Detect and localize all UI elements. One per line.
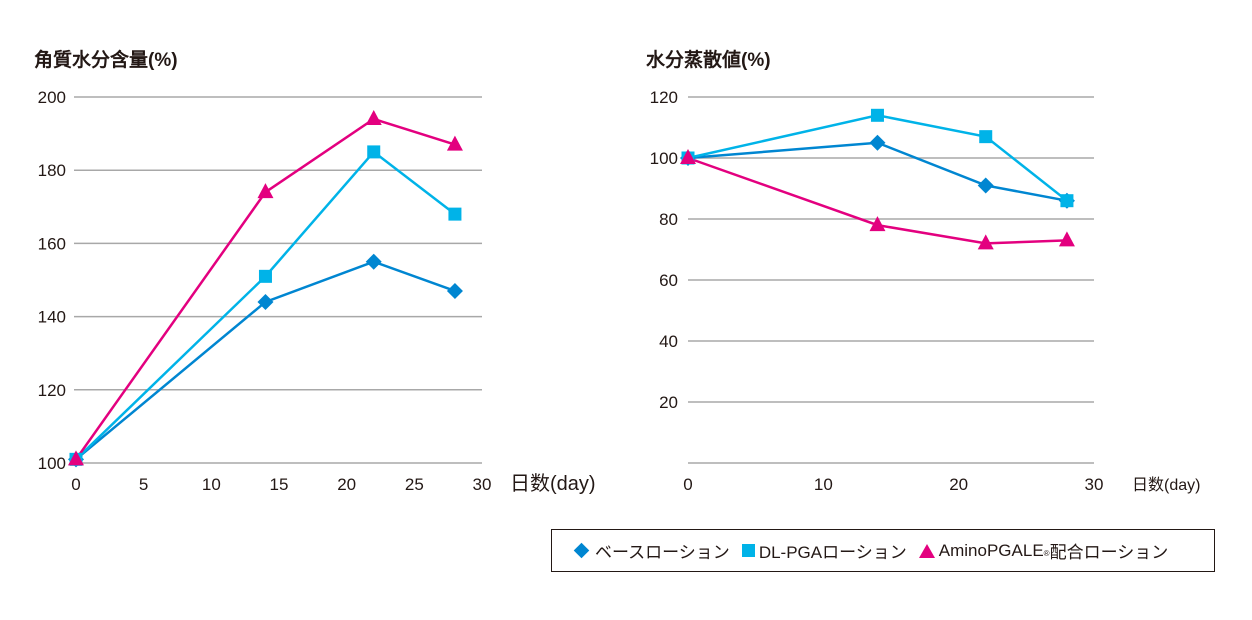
legend-item-aminopgale-lotion: AminoPGALE ® 配合ローション [918, 538, 1169, 563]
y-tick-label: 100 [650, 149, 678, 168]
right-chart-title: 水分蒸散値(%) [646, 48, 771, 71]
legend-label: ベースローション [595, 543, 730, 562]
x-tick-label: 25 [405, 475, 424, 494]
y-tick-label: 20 [659, 393, 678, 412]
left-chart-x-label: 日数(day) [510, 472, 596, 495]
diamond-marker [977, 177, 994, 194]
x-tick-label: 20 [337, 475, 356, 494]
diamond-marker [446, 282, 463, 299]
series-line [687, 141, 1068, 202]
x-tick-label: 0 [71, 475, 80, 494]
triangle-marker [680, 149, 696, 164]
triangle-marker-icon [918, 543, 935, 558]
x-tick-label: 10 [202, 475, 221, 494]
square-marker [367, 145, 381, 159]
x-tick-label: 10 [814, 475, 833, 494]
y-tick-label: 100 [38, 454, 66, 473]
diamond-marker [257, 293, 274, 310]
x-tick-label: 5 [139, 475, 148, 494]
y-tick-label: 80 [659, 210, 678, 229]
y-tick-label: 140 [38, 308, 66, 327]
y-tick-label: 120 [650, 88, 678, 107]
y-tick-label: 60 [659, 271, 678, 290]
left-chart-skin-moisture: 角質水分含量(%) 100 120 140 160 180 200 0 5 10 15 20 25 3… [34, 48, 596, 495]
x-tick-label: 30 [1085, 475, 1104, 494]
square-marker [870, 108, 884, 122]
series-line [74, 117, 456, 461]
series-line [75, 260, 456, 461]
triangle-marker [446, 135, 463, 151]
square-marker [979, 130, 993, 144]
triangle-marker [1058, 231, 1075, 247]
diamond-marker-icon [573, 542, 590, 559]
series-line [75, 150, 456, 461]
x-tick-label: 0 [683, 475, 692, 494]
y-tick-label: 40 [659, 332, 678, 351]
y-tick-label: 200 [38, 88, 66, 107]
triangle-marker [68, 450, 84, 466]
legend: ベースローション DL-PGAローション AminoPGALE ® 配合ローション [551, 529, 1215, 572]
square-marker [1060, 194, 1074, 208]
right-chart-gridlines [688, 96, 1094, 464]
left-chart-gridlines [74, 96, 482, 464]
diamond-marker [365, 253, 382, 270]
square-marker [448, 207, 462, 221]
registered-mark: ® [1043, 549, 1050, 558]
square-marker-icon [741, 544, 755, 557]
right-chart-y-ticks: 20 40 60 80 100 120 [650, 88, 678, 412]
right-chart-x-ticks: 0 10 20 30 [683, 475, 1103, 494]
y-tick-label: 120 [38, 381, 66, 400]
left-chart-y-ticks: 100 120 140 160 180 200 [38, 88, 66, 473]
triangle-marker [257, 183, 274, 199]
legend-item-base-lotion: ベースローション [573, 538, 730, 563]
x-tick-label: 30 [473, 475, 492, 494]
triangle-marker [365, 109, 382, 125]
series-line [687, 114, 1068, 202]
left-chart-title: 角質水分含量(%) [34, 48, 178, 71]
legend-label-suffix: 配合ローション [1049, 543, 1169, 562]
triangle-marker [977, 234, 994, 250]
triangle-marker [869, 216, 886, 232]
x-tick-label: 20 [949, 475, 968, 494]
right-chart-x-label: 日数(day) [1132, 476, 1200, 494]
square-marker [258, 269, 272, 283]
diamond-marker [869, 134, 886, 151]
left-chart-series [68, 109, 463, 468]
x-tick-label: 15 [270, 475, 289, 494]
legend-label: DL-PGAローション [758, 543, 907, 562]
series-line [687, 156, 1067, 245]
left-chart-x-ticks: 0 5 10 15 20 25 30 [71, 475, 491, 494]
y-tick-label: 180 [38, 161, 66, 180]
y-tick-label: 160 [38, 234, 66, 253]
legend-item-dl-pga-lotion: DL-PGAローション [741, 538, 907, 563]
right-chart-series [680, 108, 1075, 250]
right-chart-evaporation: 水分蒸散値(%) 20 40 60 80 100 120 0 10 20 30 日数(day) [646, 48, 1200, 494]
legend-label-prefix: AminoPGALE [938, 540, 1044, 560]
